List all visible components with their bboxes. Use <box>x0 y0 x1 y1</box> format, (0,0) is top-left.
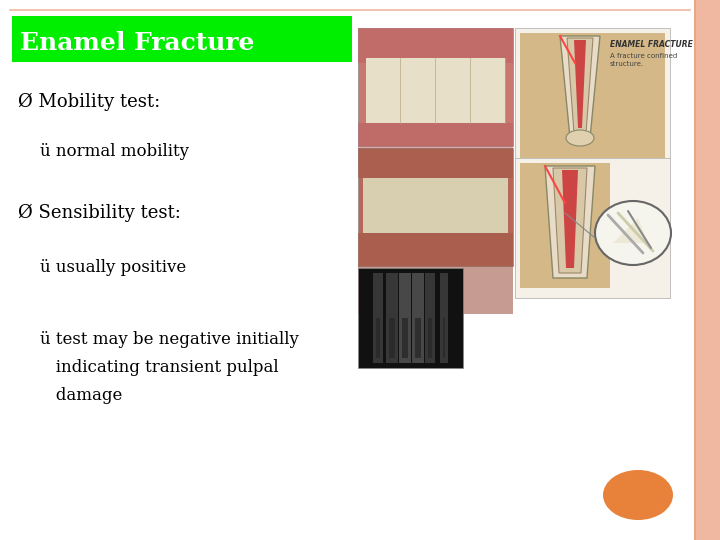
Bar <box>358 28 513 63</box>
Bar <box>389 318 395 358</box>
Bar <box>358 233 513 314</box>
Text: Ø Sensibility test:: Ø Sensibility test: <box>18 204 181 222</box>
Text: Enamel Fracture: Enamel Fracture <box>20 31 254 55</box>
Bar <box>520 163 610 288</box>
Bar <box>412 273 424 363</box>
Bar <box>515 28 670 298</box>
Bar <box>358 148 513 178</box>
Polygon shape <box>545 166 595 278</box>
Bar <box>358 28 513 146</box>
Bar <box>520 33 665 158</box>
Bar <box>695 0 720 540</box>
Bar <box>443 318 445 358</box>
Bar <box>402 318 408 358</box>
Ellipse shape <box>595 201 671 265</box>
Bar <box>358 268 463 368</box>
Bar <box>425 273 435 363</box>
Text: Ø Mobility test:: Ø Mobility test: <box>18 93 161 111</box>
Bar <box>386 273 398 363</box>
Text: ü test may be negative initially: ü test may be negative initially <box>40 332 299 348</box>
Bar <box>415 318 421 358</box>
Bar <box>358 123 513 174</box>
Bar <box>428 318 432 358</box>
Text: A fracture confined
structure.: A fracture confined structure. <box>610 53 678 68</box>
Bar <box>358 148 513 266</box>
Text: indicating transient pulpal: indicating transient pulpal <box>40 360 279 376</box>
Text: ü usually positive: ü usually positive <box>40 260 186 276</box>
Bar <box>373 273 383 363</box>
Bar <box>376 318 380 358</box>
Bar <box>440 273 448 363</box>
Ellipse shape <box>566 130 594 146</box>
Polygon shape <box>574 40 586 128</box>
Polygon shape <box>560 36 600 138</box>
Bar <box>366 58 505 123</box>
Text: damage: damage <box>40 388 122 404</box>
Polygon shape <box>562 170 578 268</box>
Text: ENAMEL FRACTURE: ENAMEL FRACTURE <box>610 40 693 49</box>
Bar <box>12 16 352 62</box>
Polygon shape <box>567 38 593 133</box>
Bar <box>399 273 411 363</box>
Text: ü normal mobility: ü normal mobility <box>40 144 189 160</box>
Polygon shape <box>553 168 587 273</box>
Ellipse shape <box>603 470 673 520</box>
Polygon shape <box>613 218 648 243</box>
Bar <box>363 178 508 233</box>
